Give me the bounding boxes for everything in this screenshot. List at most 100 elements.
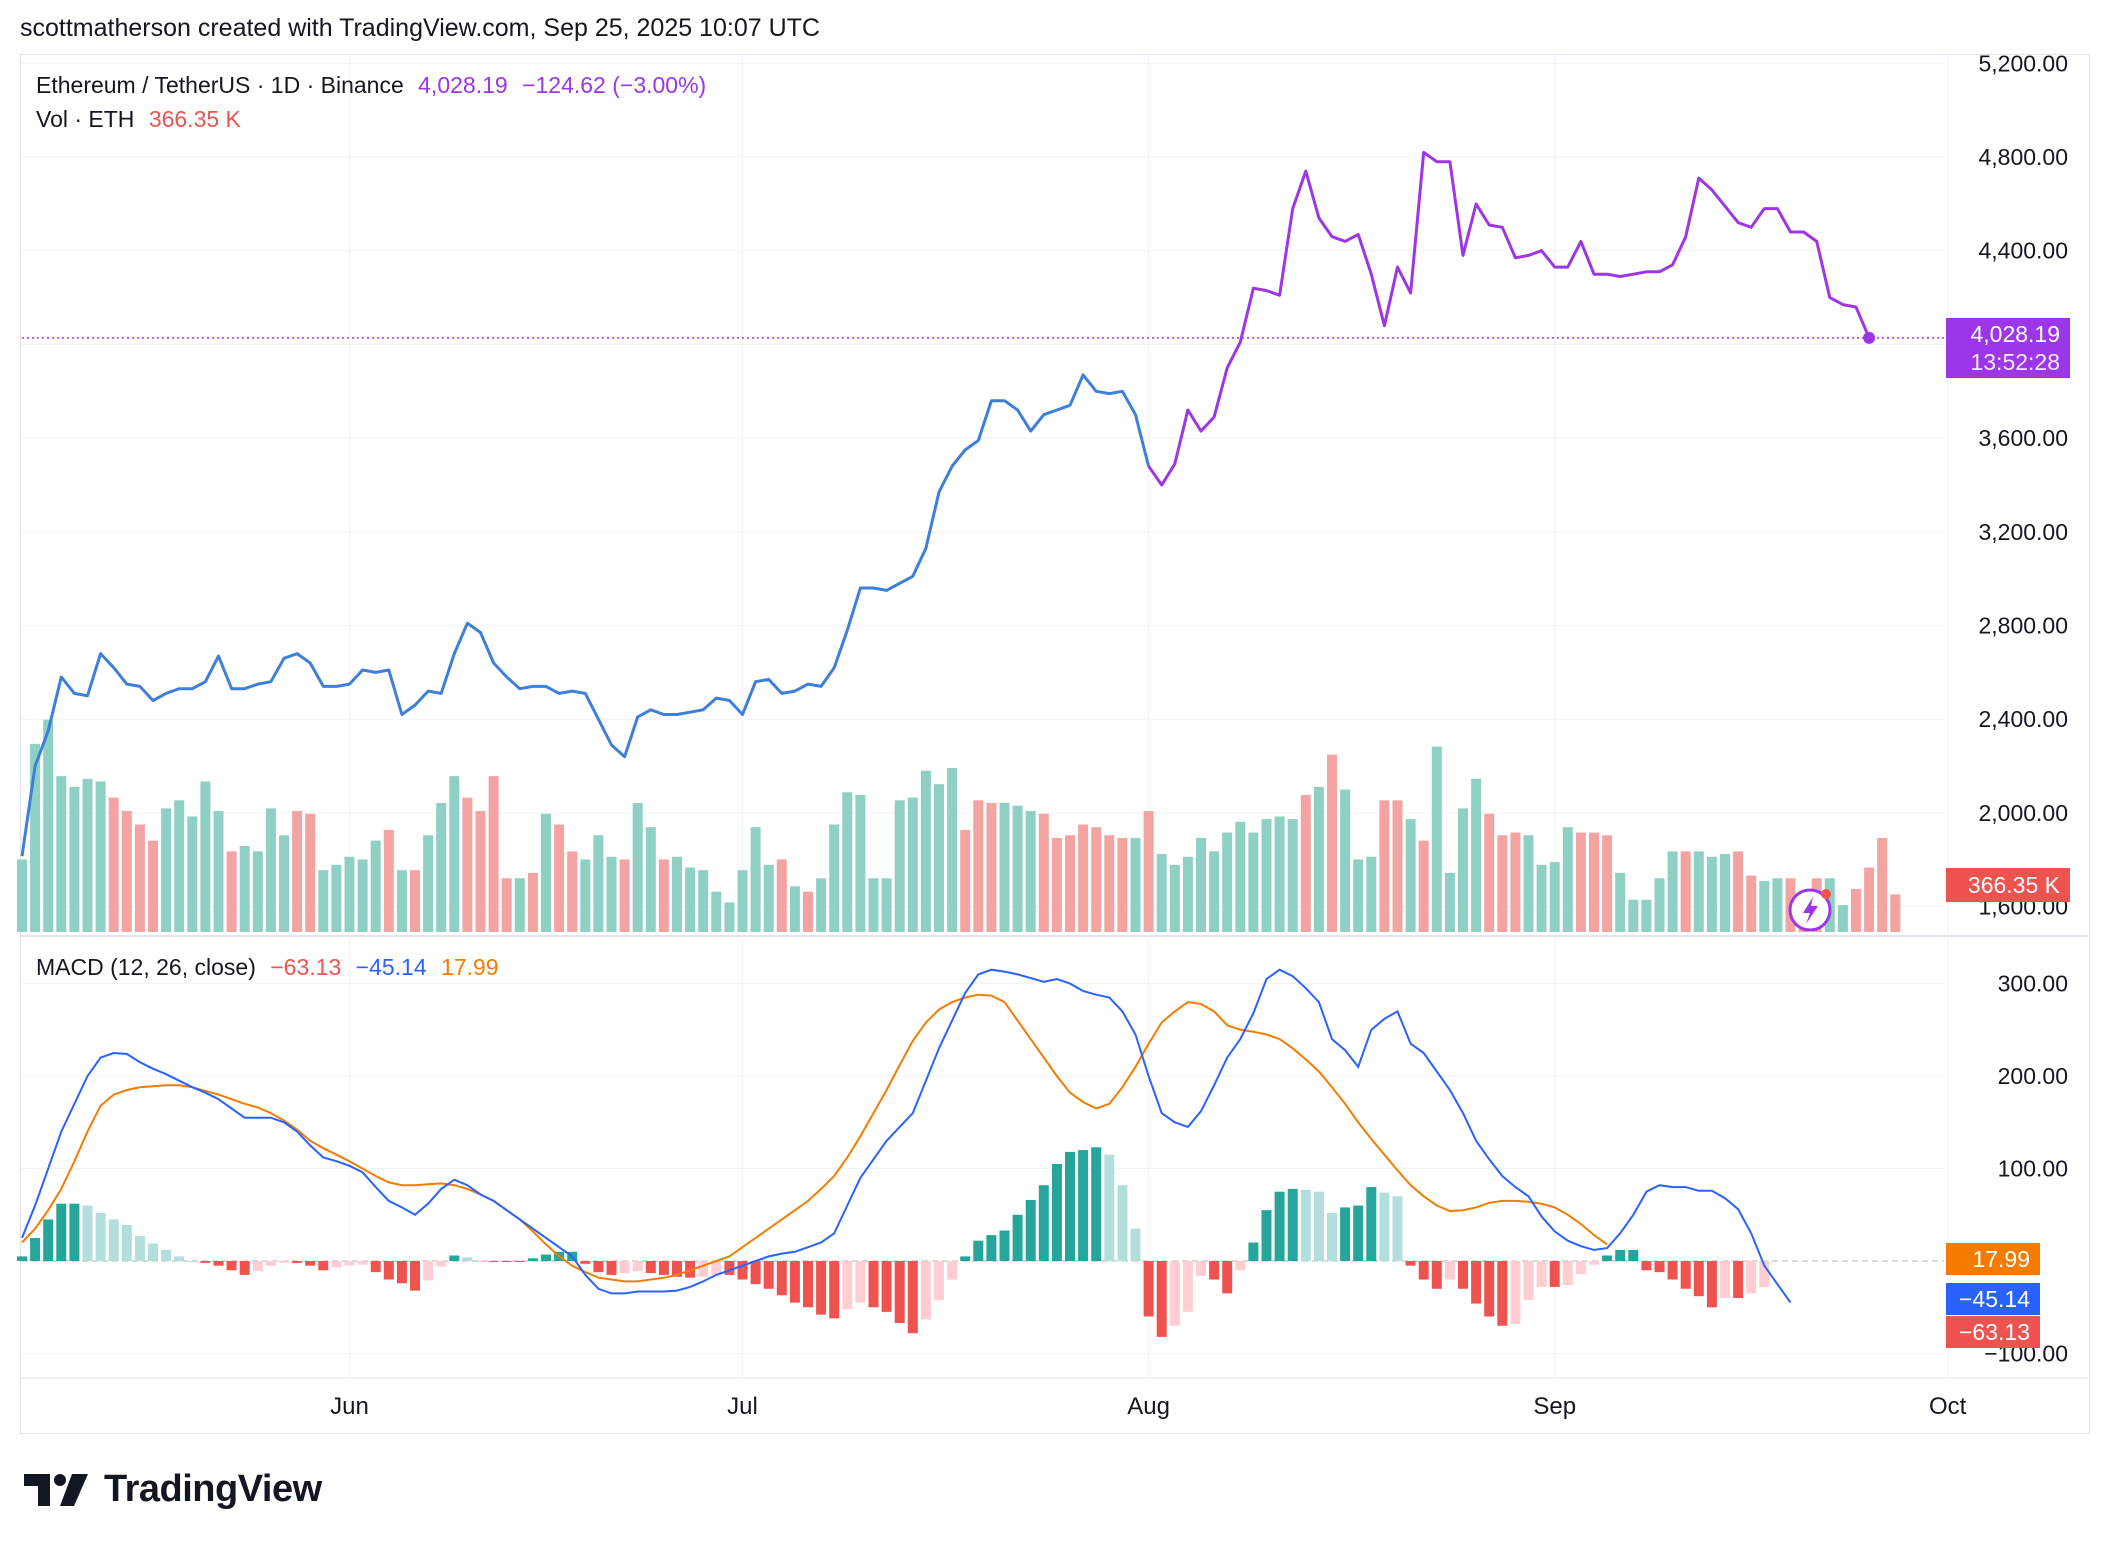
macd-histogram-bar (488, 1261, 499, 1263)
signal-tag: 17.99 (1946, 1243, 2040, 1275)
volume-bar (1051, 837, 1062, 932)
volume-bar (1025, 811, 1036, 932)
macd-pane (17, 968, 1944, 1337)
volume-bar (134, 824, 145, 932)
macd-histogram-bar (1300, 1189, 1311, 1262)
volume-bar (331, 864, 342, 932)
symbol-legend[interactable]: Ethereum / TetherUS · 1D · Binance 4,028… (36, 72, 714, 99)
macd-histogram-bar (1340, 1207, 1351, 1262)
macd-histogram-bar (999, 1230, 1010, 1262)
macd-histogram-bar (1248, 1242, 1259, 1262)
tradingview-logo[interactable]: TradingView (22, 1468, 322, 1511)
volume-bar (999, 803, 1010, 932)
macd-histogram-bar (541, 1254, 551, 1262)
volume-legend[interactable]: Vol · ETH 366.35 K (36, 106, 249, 133)
macd-histogram-bar (1182, 1261, 1193, 1312)
macd-histogram-bar (1405, 1261, 1416, 1266)
macd-histogram-bar (17, 1256, 27, 1262)
volume-bar (449, 776, 460, 932)
volume-bar (1746, 875, 1757, 932)
volume-bar (1864, 867, 1875, 932)
volume-bar (1589, 832, 1599, 932)
macd-histogram-bar (619, 1261, 630, 1274)
macd-histogram-bar (1628, 1249, 1639, 1262)
volume-bar (43, 719, 54, 932)
macd-histogram-bar (1497, 1261, 1508, 1326)
macd-histogram-bar (1706, 1261, 1717, 1308)
volume-bar (1851, 889, 1861, 932)
volume-bar (1575, 832, 1586, 932)
volume-bar (1431, 746, 1442, 932)
macd-tick-label: 100.00 (1998, 1156, 2068, 1182)
signal-line (21, 993, 1608, 1283)
volume-bar (1444, 872, 1455, 932)
volume-bar (789, 886, 800, 932)
macd-histogram-bar (226, 1261, 237, 1271)
volume-bar (1497, 835, 1508, 932)
volume-bar (1012, 805, 1023, 932)
price-change: −124.62 (−3.00%) (522, 72, 707, 98)
macd-histogram-bar (1353, 1205, 1364, 1262)
volume-bar (1772, 878, 1783, 932)
macd-histogram-bar (1458, 1261, 1468, 1289)
macd-histogram-bar (1733, 1261, 1744, 1299)
volume-bar (1706, 856, 1717, 932)
macd-legend[interactable]: MACD (12, 26, close) −63.13 −45.14 17.99 (36, 954, 507, 981)
macd-histogram-bar (1261, 1210, 1272, 1262)
volume-bar (1890, 894, 1901, 932)
macd-histogram-bar (1287, 1188, 1298, 1262)
macd-histogram-bar (252, 1261, 263, 1272)
volume-bar (17, 859, 27, 932)
volume-bar (1222, 832, 1233, 932)
volume-bar (344, 856, 355, 932)
macd-histogram-bar (737, 1261, 748, 1280)
volume-bars (17, 719, 1901, 932)
volume-bar (803, 891, 813, 932)
volume-bar (82, 778, 93, 932)
macd-histogram-bar (1366, 1187, 1377, 1262)
macd-signal-value: 17.99 (441, 954, 499, 980)
price-tick-label: 5,200.00 (1978, 50, 2068, 76)
volume-bar (1104, 835, 1115, 932)
macd-histogram-bar (672, 1261, 682, 1277)
volume-bar (567, 851, 578, 932)
volume-bar (410, 870, 420, 932)
macd-histogram-bar (907, 1261, 918, 1334)
lightning-badge-icon (1788, 888, 1832, 932)
volume-bar (1091, 827, 1102, 932)
macd-tag: −45.14 (1946, 1283, 2040, 1315)
volume-bar (265, 808, 276, 932)
macd-histogram-bar (1196, 1261, 1206, 1276)
volume-bar (1156, 854, 1167, 932)
volume-bar (1680, 851, 1691, 932)
volume-bar (1248, 832, 1259, 932)
hist-tag: −63.13 (1946, 1316, 2040, 1348)
volume-bar (1536, 864, 1547, 932)
macd-histogram-bar (1051, 1163, 1062, 1262)
volume-bar (1458, 808, 1468, 932)
macd-histogram-bar (658, 1261, 669, 1275)
macd-histogram-bar (816, 1261, 827, 1315)
time-tick-label: Sep (1533, 1393, 1576, 1420)
volume-bar (279, 835, 289, 932)
macd-histogram-bar (187, 1261, 198, 1263)
volume-bar (213, 811, 224, 932)
macd-histogram-bar (95, 1212, 106, 1262)
volume-bar (1130, 837, 1141, 932)
macd-histogram-bar (645, 1261, 656, 1274)
macd-histogram-bar (174, 1256, 185, 1262)
macd-histogram-bar (1523, 1261, 1534, 1300)
volume-bar (580, 859, 591, 932)
macd-histogram-bar (1575, 1261, 1586, 1274)
macd-histogram-bar (1065, 1151, 1075, 1262)
macd-histogram-bar (82, 1205, 93, 1262)
macd-histogram-bar (1431, 1261, 1442, 1289)
macd-histogram-bar (1392, 1196, 1403, 1262)
macd-histogram-bar (1589, 1261, 1599, 1265)
chart-frame (20, 54, 2090, 1434)
macd-histogram-bar (1025, 1200, 1036, 1262)
volume-bar (1392, 800, 1403, 932)
volume-bar (1379, 800, 1390, 932)
macd-histogram-bar (239, 1261, 250, 1275)
